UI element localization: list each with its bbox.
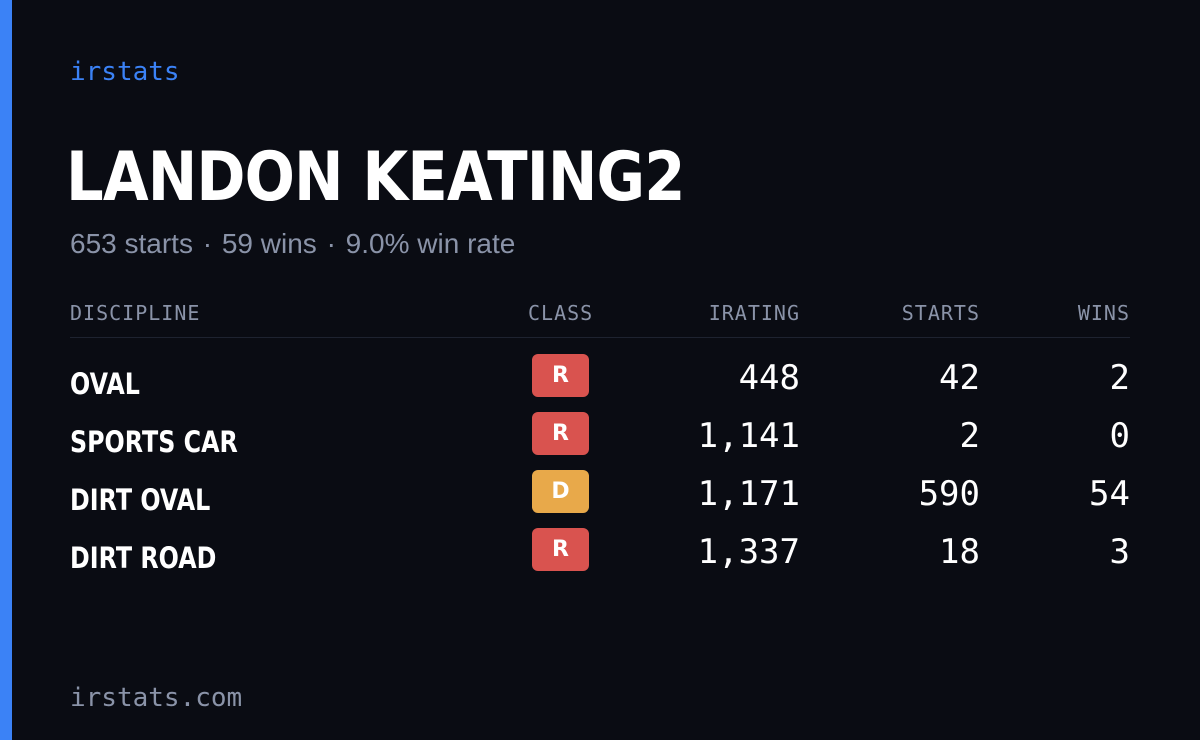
accent-bar: [0, 0, 12, 740]
wins-summary: 59 wins: [221, 228, 317, 259]
irating-value: 448: [738, 358, 800, 398]
wins-value: 0: [1109, 416, 1130, 456]
wins-value: 2: [1109, 358, 1130, 398]
irating-value: 1,171: [697, 474, 800, 514]
table-header: DISCIPLINE CLASS IRATING STARTS WINS: [70, 298, 1130, 338]
wins-value: 3: [1109, 532, 1130, 572]
class-badge: R: [532, 354, 589, 397]
driver-summary: 653 starts · 59 wins · 9.0% win rate: [70, 226, 515, 262]
class-badge: R: [532, 528, 589, 571]
separator-dot: ·: [326, 228, 336, 259]
table-row: SPORTS CAR R 1,141 2 0: [70, 408, 1130, 466]
table-row: DIRT OVAL D 1,171 590 54: [70, 466, 1130, 524]
starts-value: 2: [959, 416, 980, 456]
wins-value: 54: [1089, 474, 1130, 514]
table-row: DIRT ROAD R 1,337 18 3: [70, 524, 1130, 582]
irating-value: 1,141: [697, 416, 800, 456]
starts-summary: 653 starts: [70, 228, 193, 259]
stats-table: OVAL R 448 42 2 SPORTS CAR R 1,141 2 0 D…: [70, 350, 1130, 582]
driver-name: LANDON KEATING2: [66, 138, 685, 217]
footer-domain-link[interactable]: irstats.com: [70, 683, 243, 713]
win-rate-summary: 9.0% win rate: [345, 228, 516, 259]
discipline-name: SPORTS CAR: [70, 425, 238, 459]
class-badge: R: [532, 412, 589, 455]
starts-value: 590: [918, 474, 980, 514]
discipline-name: DIRT ROAD: [70, 541, 217, 575]
header-discipline: DISCIPLINE: [70, 301, 201, 325]
header-class: CLASS: [528, 301, 594, 325]
discipline-name: OVAL: [70, 367, 140, 401]
separator-dot: ·: [202, 228, 213, 259]
header-wins: WINS: [1077, 301, 1130, 325]
brand-logo[interactable]: irstats: [70, 57, 180, 87]
discipline-name: DIRT OVAL: [70, 483, 211, 517]
class-badge: D: [532, 470, 589, 513]
starts-value: 18: [939, 532, 980, 572]
table-row: OVAL R 448 42 2: [70, 350, 1130, 408]
header-irating: IRATING: [708, 301, 800, 325]
irating-value: 1,337: [697, 532, 800, 572]
header-starts: STARTS: [901, 301, 980, 325]
starts-value: 42: [939, 358, 980, 398]
